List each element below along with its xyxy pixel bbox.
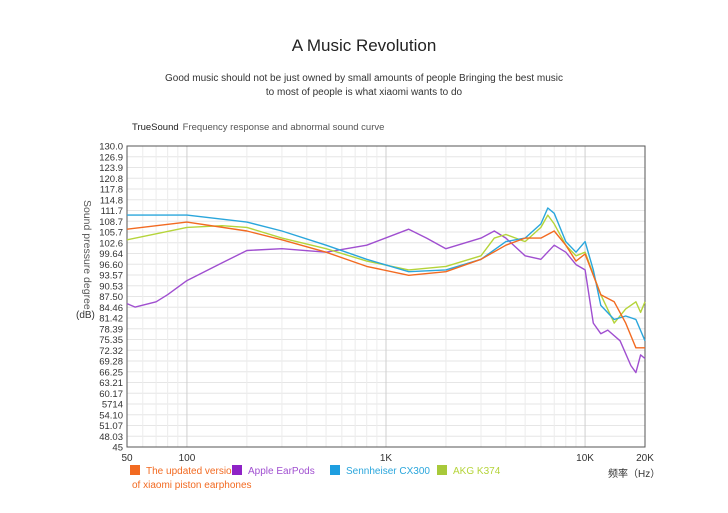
y-tick-label: 87.50 — [99, 292, 123, 303]
y-tick-label: 117.8 — [100, 185, 123, 196]
legend-item-apple: Apple EarPods — [232, 465, 315, 477]
page-title: A Music Revolution — [291, 36, 437, 55]
y-tick-label: 78.39 — [99, 324, 123, 335]
x-tick-label: 1K — [380, 453, 393, 464]
y-tick-label: 66.25 — [99, 367, 123, 378]
legend-item-sennheiser: Sennheiser CX300 — [330, 465, 430, 477]
y-tick-label: 48.03 — [99, 432, 123, 443]
y-tick-label: 63.21 — [99, 378, 123, 389]
y-tick-label: 102.6 — [99, 238, 123, 249]
legend-swatch — [232, 465, 242, 475]
subtitle-line-2: to most of people is what xiaomi wants t… — [265, 87, 463, 98]
y-tick-label: 130.0 — [99, 142, 123, 153]
legend-swatch — [437, 465, 447, 475]
chart-header: TrueSound Frequency response and abnormal… — [132, 122, 384, 133]
y-tick-label: 123.9 — [99, 163, 123, 174]
y-tick-label: 126.9 — [99, 152, 123, 163]
y-axis-unit: (dB) — [76, 310, 95, 321]
page-subtitle: Good music should not be just owned by s… — [0, 72, 728, 100]
legend-label: Apple EarPods — [248, 466, 315, 477]
y-tick-label: 45 — [112, 443, 123, 454]
x-tick-label: 20K — [636, 453, 654, 464]
series-line-0 — [126, 221, 645, 349]
y-tick-label: 90.53 — [99, 281, 123, 292]
subtitle-line-1: Good music should not be just owned by s… — [165, 73, 563, 84]
y-tick-label: 96.60 — [99, 260, 123, 271]
series-line-1 — [126, 228, 646, 374]
legend-item-akg: AKG K374 — [437, 465, 500, 477]
legend-label-line2: of xiaomi piston earphones — [132, 480, 252, 491]
legend-swatch — [330, 465, 340, 475]
x-axis-label: 频率（Hz） — [608, 469, 661, 480]
y-tick-label: 5714 — [102, 400, 123, 411]
legend-label: Sennheiser CX300 — [346, 466, 430, 477]
series-line-3 — [126, 214, 646, 324]
y-tick-label: 114.8 — [100, 195, 123, 206]
x-tick-label: 10K — [576, 453, 594, 464]
y-tick-label: 69.28 — [99, 357, 123, 368]
legend-label: AKG K374 — [453, 466, 501, 477]
plot-frame — [126, 145, 646, 448]
chart-caption: Frequency response and abnormal sound cu… — [182, 122, 385, 133]
x-tick-label: 100 — [179, 453, 196, 464]
x-tick-label: 50 — [121, 453, 133, 464]
chart-brand: TrueSound — [132, 122, 179, 133]
legend-label: The updated version — [146, 466, 238, 477]
legend-swatch — [130, 465, 140, 475]
y-tick-label: 81.42 — [99, 314, 123, 325]
y-tick-label: 75.35 — [99, 335, 123, 346]
y-tick-label: 120.8 — [99, 174, 123, 185]
y-tick-label: 105.7 — [99, 228, 123, 239]
y-axis-label: Sound pressure degree — [81, 200, 93, 310]
y-tick-label: 72.32 — [99, 346, 123, 357]
y-tick-label: 84.46 — [99, 303, 123, 314]
y-tick-label: 111.7 — [101, 206, 123, 217]
y-tick-label: 99.64 — [99, 249, 123, 260]
legend-item-xiaomi: The updated version — [130, 465, 237, 477]
y-tick-label: 108.7 — [99, 217, 123, 228]
y-tick-label: 60.17 — [99, 389, 123, 400]
y-tick-label: 51.07 — [99, 421, 123, 432]
y-tick-label: 54.10 — [99, 410, 123, 421]
y-tick-label: 93.57 — [99, 271, 123, 282]
series-line-2 — [127, 207, 646, 342]
